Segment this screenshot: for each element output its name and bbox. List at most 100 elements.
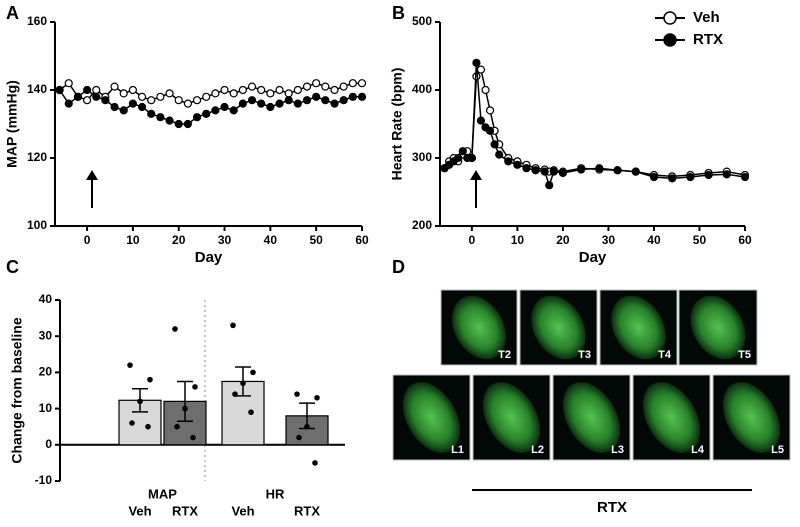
image-label: L1 — [451, 444, 464, 456]
data-point — [64, 79, 73, 88]
panel-label: C — [6, 257, 19, 277]
x-tick-label: 30 — [602, 233, 616, 247]
y-tick-label: 400 — [412, 82, 432, 96]
group-label: MAP — [148, 486, 177, 501]
data-point — [183, 99, 192, 108]
data-point — [348, 92, 357, 101]
data-point — [722, 170, 731, 179]
data-point — [490, 140, 499, 149]
data-point — [740, 172, 750, 182]
data-point — [172, 326, 178, 332]
data-point — [145, 423, 151, 430]
data-point — [110, 82, 119, 91]
data-point — [202, 92, 211, 101]
y-tick-label: 40 — [39, 292, 53, 306]
data-point — [504, 157, 513, 166]
data-point — [495, 150, 504, 159]
y-tick-label: 500 — [412, 14, 432, 28]
series-line — [59, 82, 362, 105]
x-tick-label: RTX — [172, 503, 198, 518]
series-line — [444, 62, 746, 188]
data-point — [467, 153, 476, 163]
arrow-head — [86, 170, 98, 180]
data-point — [129, 420, 135, 426]
data-point — [321, 96, 330, 105]
data-point — [128, 85, 137, 95]
data-point — [110, 102, 119, 112]
legend-label: RTX — [693, 31, 723, 48]
data-point — [302, 82, 312, 91]
data-point — [513, 160, 522, 169]
data-point — [545, 181, 554, 190]
data-point — [240, 380, 246, 387]
data-point — [481, 85, 490, 95]
data-point — [137, 398, 143, 405]
data-point — [357, 92, 367, 101]
x-tick-label: Veh — [231, 503, 254, 518]
panel-label: B — [392, 3, 405, 23]
data-point — [137, 102, 147, 112]
data-point — [522, 164, 531, 173]
x-tick-label: Veh — [128, 503, 151, 518]
data-point — [229, 89, 238, 98]
tissue — [531, 295, 586, 360]
panel-label: A — [6, 3, 19, 23]
data-point — [304, 423, 310, 430]
data-point — [156, 92, 165, 101]
data-point — [275, 85, 284, 95]
tissue — [722, 382, 781, 453]
data-point — [238, 99, 247, 108]
y-tick-label: 100 — [27, 218, 47, 232]
x-tick-label: 50 — [309, 233, 323, 247]
y-tick-label: 300 — [412, 150, 432, 164]
x-tick-label: 60 — [355, 233, 369, 247]
image-label: T4 — [658, 349, 672, 361]
data-point — [704, 170, 713, 180]
data-point — [330, 85, 339, 95]
data-point — [257, 99, 266, 108]
series-line — [443, 67, 746, 178]
group-label: HR — [266, 486, 285, 501]
data-point — [147, 96, 156, 105]
data-point — [92, 92, 101, 101]
data-point — [257, 85, 266, 95]
data-point — [202, 109, 211, 118]
data-point — [174, 96, 183, 105]
data-point — [348, 79, 357, 88]
data-point — [192, 96, 202, 105]
data-point — [476, 65, 486, 74]
data-point — [247, 82, 257, 91]
x-tick-label: 0 — [469, 233, 476, 247]
data-point — [330, 99, 339, 108]
data-point — [174, 423, 180, 430]
error-bar — [177, 380, 193, 423]
data-point — [229, 106, 238, 115]
x-axis-label: Day — [195, 249, 223, 266]
y-tick-label: 0 — [45, 437, 52, 451]
arrow-head — [470, 170, 482, 180]
data-point — [192, 384, 198, 390]
data-point — [211, 106, 220, 115]
x-tick-label: 10 — [126, 233, 140, 247]
y-axis-label: MAP (mmHg) — [4, 80, 20, 168]
data-point — [321, 82, 330, 91]
data-point — [275, 99, 284, 108]
data-point — [485, 106, 495, 115]
data-point — [174, 119, 183, 129]
data-point — [284, 96, 293, 105]
data-point — [128, 99, 137, 108]
data-point — [302, 96, 312, 105]
data-point — [147, 109, 156, 118]
data-point — [137, 92, 147, 101]
data-point — [266, 89, 275, 98]
data-point — [339, 82, 348, 91]
image-label: T5 — [738, 349, 751, 361]
x-tick-label: 50 — [693, 233, 707, 247]
data-point — [220, 85, 229, 95]
data-point — [92, 85, 101, 95]
data-point — [531, 166, 540, 175]
data-point — [314, 394, 320, 401]
data-point — [119, 89, 128, 98]
data-point — [55, 85, 64, 95]
data-point — [183, 119, 192, 129]
